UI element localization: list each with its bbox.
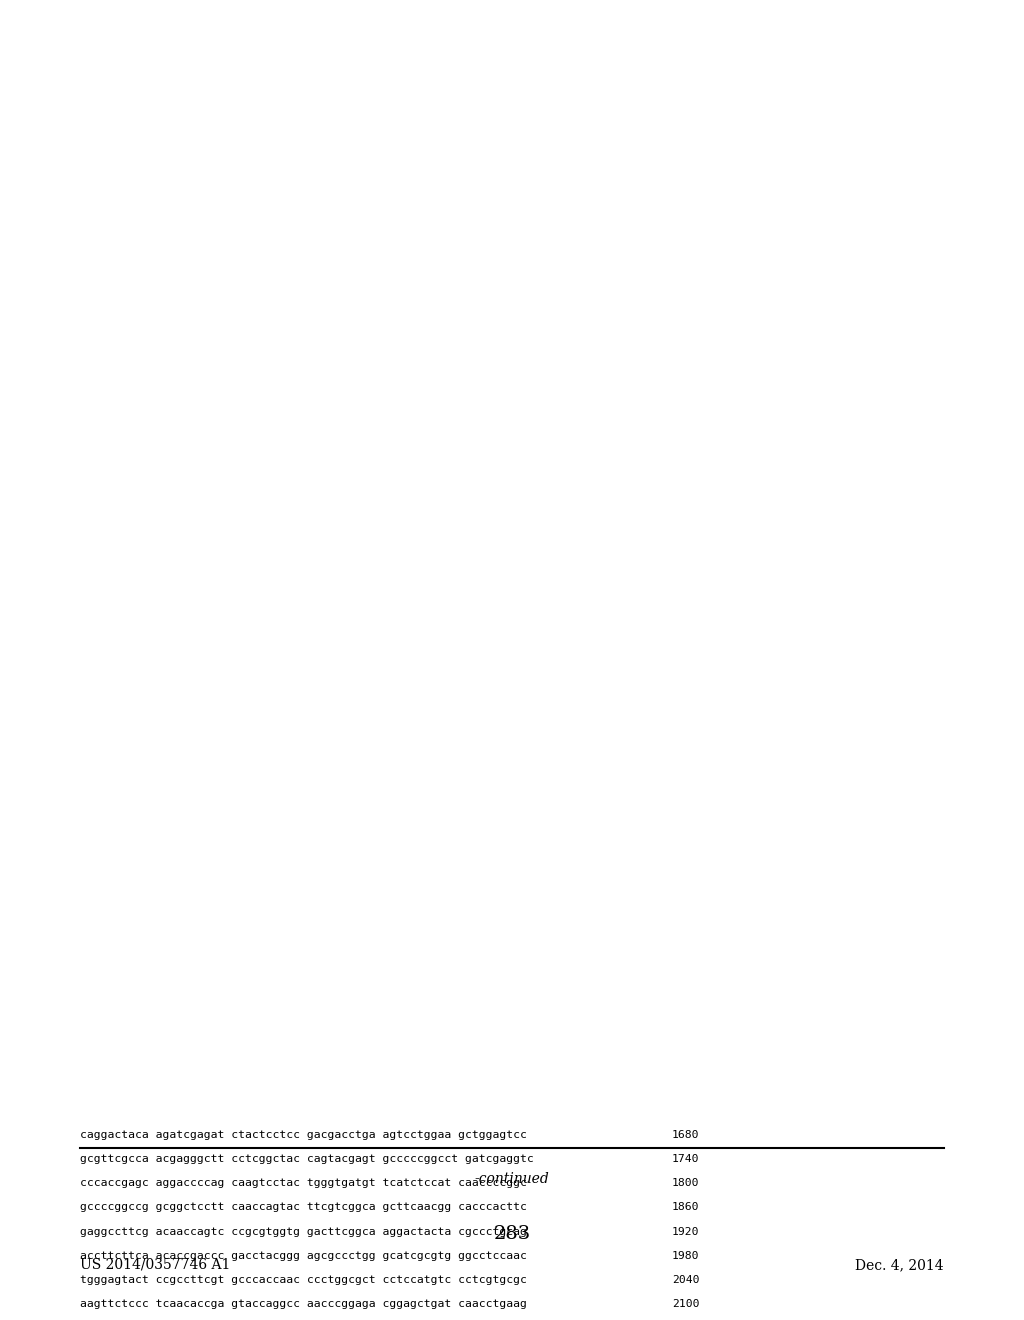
Text: US 2014/0357746 A1: US 2014/0357746 A1 (80, 1258, 230, 1272)
Text: aagttctccc tcaacaccga gtaccaggcc aacccggaga cggagctgat caacctgaag: aagttctccc tcaacaccga gtaccaggcc aacccgg… (80, 1299, 527, 1309)
Text: 2040: 2040 (672, 1275, 699, 1284)
Text: tgggagtact ccgccttcgt gcccaccaac ccctggcgct cctccatgtc cctcgtgcgc: tgggagtact ccgccttcgt gcccaccaac ccctggc… (80, 1275, 527, 1284)
Text: gcgttcgcca acgagggctt cctcggctac cagtacgagt gcccccggcct gatcgaggtc: gcgttcgcca acgagggctt cctcggctac cagtacg… (80, 1154, 534, 1164)
Text: 1860: 1860 (672, 1203, 699, 1212)
Text: gccccggccg gcggctcctt caaccagtac ttcgtcggca gcttcaacgg cacccacttc: gccccggccg gcggctcctt caaccagtac ttcgtcg… (80, 1203, 527, 1212)
Text: 283: 283 (494, 1225, 530, 1243)
Text: cccaccgagc aggaccccag caagtcctac tgggtgatgt tcatctccat caaccccggc: cccaccgagc aggaccccag caagtcctac tgggtga… (80, 1179, 527, 1188)
Text: 1800: 1800 (672, 1179, 699, 1188)
Text: -continued: -continued (475, 1172, 549, 1187)
Text: accttcttca acaccgaccc gacctacggg agcgccctgg gcatcgcgtg ggcctccaac: accttcttca acaccgaccc gacctacggg agcgccc… (80, 1251, 527, 1261)
Text: 1680: 1680 (672, 1130, 699, 1140)
Text: 1980: 1980 (672, 1251, 699, 1261)
Text: Dec. 4, 2014: Dec. 4, 2014 (855, 1258, 944, 1272)
Text: gaggccttcg acaaccagtc ccgcgtggtg gacttcggca aggactacta cgccctgcag: gaggccttcg acaaccagtc ccgcgtggtg gacttcg… (80, 1226, 527, 1237)
Text: 2100: 2100 (672, 1299, 699, 1309)
Text: caggactaca agatcgagat ctactcctcc gacgacctga agtcctggaa gctggagtcc: caggactaca agatcgagat ctactcctcc gacgacc… (80, 1130, 527, 1140)
Text: 1740: 1740 (672, 1154, 699, 1164)
Text: 1920: 1920 (672, 1226, 699, 1237)
